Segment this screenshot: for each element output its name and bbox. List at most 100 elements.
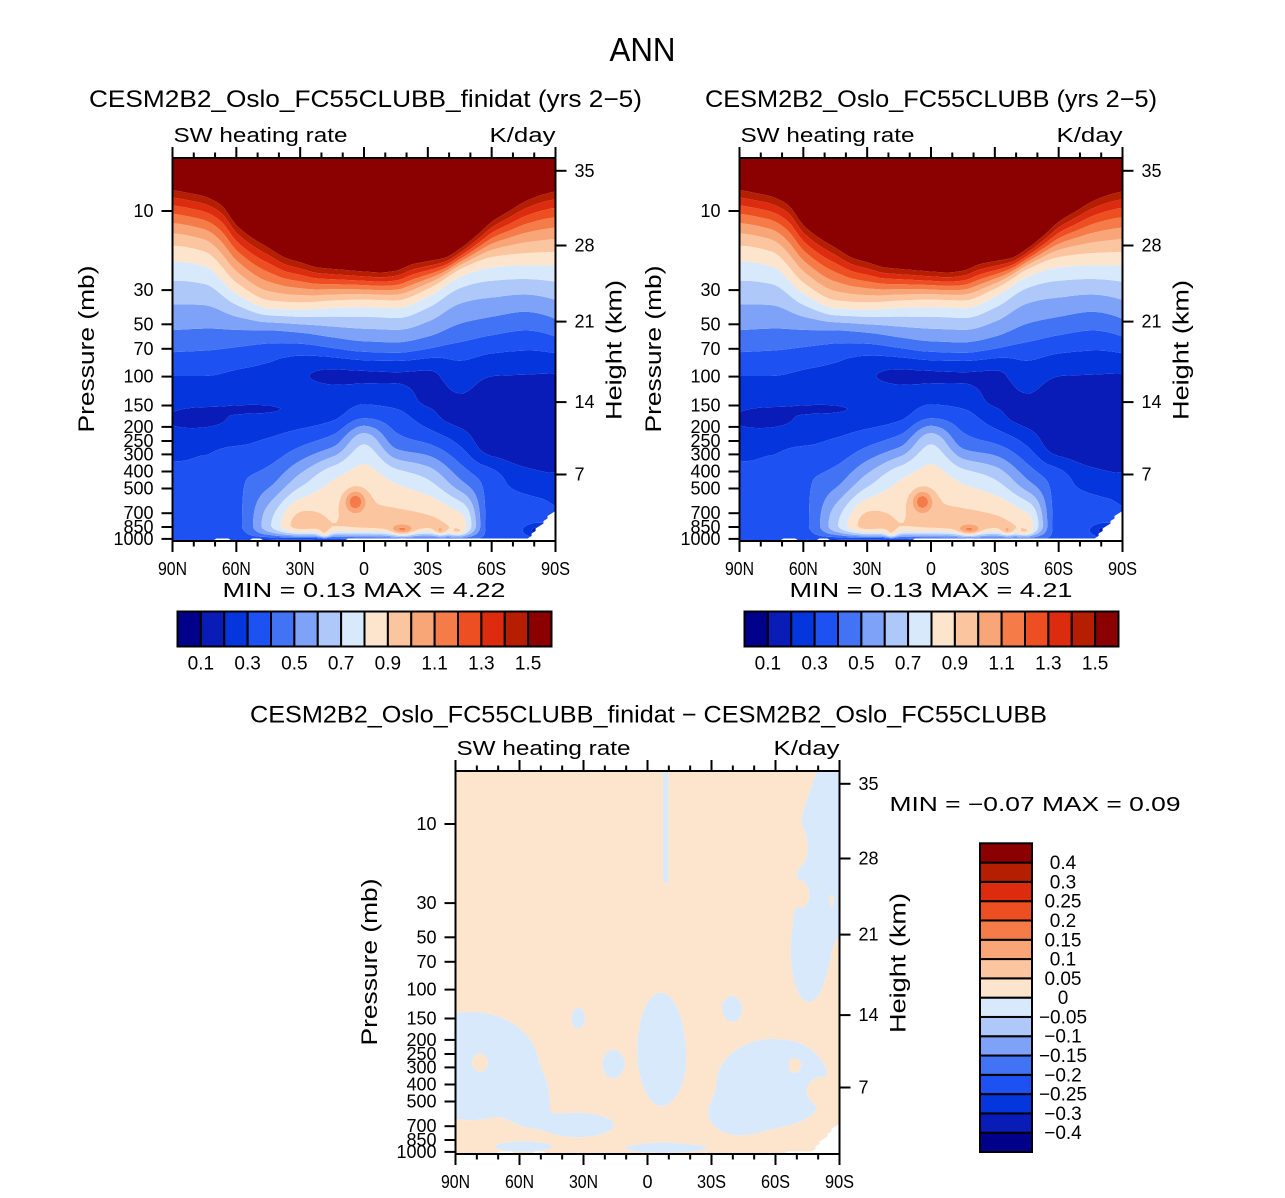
svg-text:7: 7 <box>1142 465 1152 485</box>
svg-text:60N: 60N <box>505 1172 534 1192</box>
svg-text:0.3: 0.3 <box>234 654 260 675</box>
svg-text:150: 150 <box>123 396 153 416</box>
svg-text:500: 500 <box>123 479 153 499</box>
svg-text:100: 100 <box>406 980 436 1000</box>
svg-text:60N: 60N <box>789 559 818 579</box>
svg-text:21: 21 <box>575 312 595 332</box>
svg-text:10: 10 <box>133 201 153 221</box>
svg-text:0.9: 0.9 <box>375 654 401 675</box>
svg-text:MIN = −0.07 MAX = 0.09: MIN = −0.07 MAX = 0.09 <box>890 794 1181 816</box>
svg-text:30N: 30N <box>286 559 315 579</box>
svg-text:0.15: 0.15 <box>1045 930 1082 951</box>
svg-text:0.05: 0.05 <box>1045 969 1082 990</box>
svg-text:14: 14 <box>575 392 595 412</box>
svg-text:100: 100 <box>690 367 720 387</box>
svg-text:0.1: 0.1 <box>1050 950 1076 971</box>
svg-text:50: 50 <box>700 314 720 334</box>
svg-text:−0.4: −0.4 <box>1044 1123 1082 1144</box>
svg-text:0.3: 0.3 <box>801 654 827 675</box>
svg-text:10: 10 <box>416 814 436 834</box>
svg-text:28: 28 <box>859 849 879 869</box>
svg-text:1.1: 1.1 <box>421 654 447 675</box>
svg-text:21: 21 <box>859 925 879 945</box>
svg-text:14: 14 <box>1142 392 1162 412</box>
svg-text:200: 200 <box>123 417 153 437</box>
svg-text:0.9: 0.9 <box>942 654 968 675</box>
svg-text:850: 850 <box>406 1130 436 1150</box>
svg-text:21: 21 <box>1142 312 1162 332</box>
svg-text:90S: 90S <box>1108 559 1137 579</box>
svg-text:90S: 90S <box>541 559 570 579</box>
svg-text:0: 0 <box>642 1172 652 1192</box>
svg-text:Pressure (mb): Pressure (mb) <box>357 879 382 1046</box>
svg-text:400: 400 <box>690 462 720 482</box>
svg-text:−0.2: −0.2 <box>1044 1065 1082 1086</box>
svg-text:700: 700 <box>123 503 153 523</box>
svg-text:0.25: 0.25 <box>1045 892 1082 913</box>
svg-text:500: 500 <box>406 1092 436 1112</box>
svg-text:70: 70 <box>133 339 153 359</box>
svg-text:MIN = 0.13 MAX = 4.22: MIN = 0.13 MAX = 4.22 <box>223 580 506 602</box>
svg-text:K/day: K/day <box>490 125 556 147</box>
svg-text:35: 35 <box>859 774 879 794</box>
svg-text:150: 150 <box>690 396 720 416</box>
svg-text:200: 200 <box>406 1030 436 1050</box>
svg-text:850: 850 <box>690 517 720 537</box>
svg-text:100: 100 <box>123 367 153 387</box>
svg-text:10: 10 <box>700 201 720 221</box>
svg-text:90N: 90N <box>725 559 754 579</box>
svg-text:700: 700 <box>406 1116 436 1136</box>
svg-text:60S: 60S <box>1044 559 1073 579</box>
svg-text:28: 28 <box>575 236 595 256</box>
svg-text:0: 0 <box>1058 988 1069 1009</box>
svg-text:150: 150 <box>406 1009 436 1029</box>
svg-text:850: 850 <box>123 517 153 537</box>
svg-text:30: 30 <box>700 280 720 300</box>
svg-text:0.1: 0.1 <box>755 654 781 675</box>
svg-text:250: 250 <box>690 431 720 451</box>
svg-text:0.5: 0.5 <box>848 654 874 675</box>
svg-text:90N: 90N <box>441 1172 470 1192</box>
svg-text:K/day: K/day <box>774 738 840 760</box>
svg-text:200: 200 <box>690 417 720 437</box>
svg-text:30: 30 <box>133 280 153 300</box>
svg-text:MIN = 0.13 MAX = 4.21: MIN = 0.13 MAX = 4.21 <box>790 580 1073 602</box>
svg-text:60N: 60N <box>222 559 251 579</box>
svg-text:90N: 90N <box>158 559 187 579</box>
svg-text:K/day: K/day <box>1057 125 1123 147</box>
svg-text:SW heating rate: SW heating rate <box>741 125 915 147</box>
svg-text:CESM2B2_Oslo_FC55CLUBB (yrs 2−: CESM2B2_Oslo_FC55CLUBB (yrs 2−5) <box>705 86 1157 113</box>
svg-text:35: 35 <box>1142 161 1162 181</box>
svg-text:14: 14 <box>859 1005 879 1025</box>
svg-text:300: 300 <box>123 444 153 464</box>
svg-text:Height (km): Height (km) <box>1169 280 1194 420</box>
svg-text:1000: 1000 <box>113 529 153 549</box>
svg-text:Pressure (mb): Pressure (mb) <box>74 266 99 433</box>
svg-text:50: 50 <box>133 314 153 334</box>
svg-text:30N: 30N <box>569 1172 598 1192</box>
svg-text:ANN: ANN <box>610 31 676 68</box>
svg-text:Height (km): Height (km) <box>602 280 627 420</box>
svg-text:250: 250 <box>406 1044 436 1064</box>
svg-text:0.7: 0.7 <box>895 654 921 675</box>
svg-text:−0.1: −0.1 <box>1044 1027 1082 1048</box>
svg-text:−0.15: −0.15 <box>1039 1046 1087 1067</box>
svg-text:0.7: 0.7 <box>328 654 354 675</box>
svg-text:1000: 1000 <box>396 1142 436 1162</box>
svg-text:0.5: 0.5 <box>281 654 307 675</box>
svg-text:70: 70 <box>700 339 720 359</box>
svg-text:35: 35 <box>575 161 595 181</box>
svg-text:1.5: 1.5 <box>515 654 541 675</box>
svg-text:30N: 30N <box>853 559 882 579</box>
svg-text:50: 50 <box>416 927 436 947</box>
svg-text:0: 0 <box>359 559 369 579</box>
svg-text:−0.25: −0.25 <box>1039 1085 1087 1106</box>
svg-text:0.3: 0.3 <box>1050 872 1076 893</box>
svg-text:CESM2B2_Oslo_FC55CLUBB_finidat: CESM2B2_Oslo_FC55CLUBB_finidat (yrs 2−5) <box>89 86 642 113</box>
svg-text:30: 30 <box>416 893 436 913</box>
svg-text:60S: 60S <box>477 559 506 579</box>
svg-text:300: 300 <box>406 1057 436 1077</box>
svg-text:0.1: 0.1 <box>188 654 214 675</box>
svg-text:28: 28 <box>1142 236 1162 256</box>
svg-text:700: 700 <box>690 503 720 523</box>
